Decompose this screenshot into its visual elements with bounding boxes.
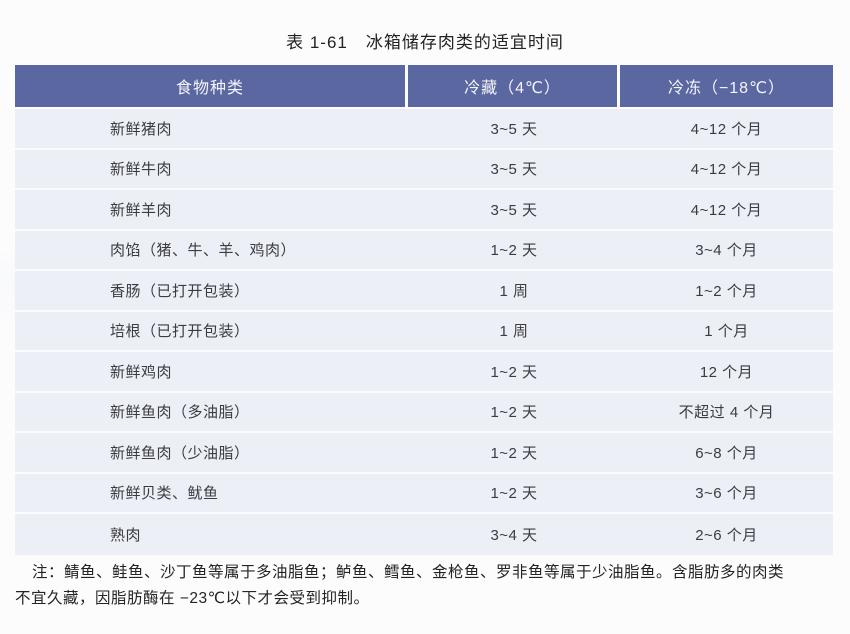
table-body: 新鲜猪肉 3~5 天 4~12 个月 新鲜牛肉 3~5 天 4~12 个月 新鲜… bbox=[15, 107, 833, 555]
cell-frozen: 6~8 个月 bbox=[695, 444, 758, 462]
table-row: 香肠（已打开包装） 1 周 1~2 个月 bbox=[15, 271, 833, 312]
cell-food: 新鲜羊肉 bbox=[110, 201, 173, 219]
column-header-food-type: 食物种类 bbox=[15, 65, 405, 107]
cell-food: 新鲜鱼肉（多油脂） bbox=[110, 404, 250, 422]
cell-food: 培根（已打开包装） bbox=[110, 323, 250, 341]
cell-frozen: 1~2 个月 bbox=[695, 282, 758, 300]
table-row: 新鲜羊肉 3~5 天 4~12 个月 bbox=[15, 190, 833, 231]
meat-storage-table: 食物种类 冷藏（4℃） 冷冻（−18℃） 新鲜猪肉 3~5 天 4~12 个月 … bbox=[15, 65, 833, 555]
cell-refrigerated: 1 周 bbox=[499, 323, 529, 341]
cell-frozen: 2~6 个月 bbox=[695, 526, 758, 544]
table-title: 表 1-61 冰箱储存肉类的适宜时间 bbox=[286, 33, 564, 52]
cell-refrigerated: 1~2 天 bbox=[490, 444, 538, 462]
table-row: 新鲜鱼肉（多油脂） 1~2 天 不超过 4 个月 bbox=[15, 392, 833, 433]
cell-frozen: 4~12 个月 bbox=[690, 201, 763, 219]
footnote-line-2: 不宜久藏，因脂肪酶在 −23℃以下才会受到抑制。 bbox=[15, 590, 370, 607]
table-row: 新鲜贝类、鱿鱼 1~2 天 3~6 个月 bbox=[15, 473, 833, 514]
footnote-line-1: 注：鲭鱼、鲑鱼、沙丁鱼等属于多油脂鱼；鲈鱼、鳕鱼、金枪鱼、罗非鱼等属于少油脂鱼。… bbox=[32, 564, 785, 581]
cell-refrigerated: 3~5 天 bbox=[490, 201, 538, 219]
cell-refrigerated: 1~2 天 bbox=[490, 242, 538, 260]
cell-food: 新鲜牛肉 bbox=[110, 161, 173, 179]
table-row: 新鲜牛肉 3~5 天 4~12 个月 bbox=[15, 149, 833, 190]
cell-frozen: 3~6 个月 bbox=[695, 485, 758, 503]
footnote: 注：鲭鱼、鲑鱼、沙丁鱼等属于多油脂鱼；鲈鱼、鳕鱼、金枪鱼、罗非鱼等属于少油脂鱼。… bbox=[15, 560, 833, 612]
table-header-row: 食物种类 冷藏（4℃） 冷冻（−18℃） bbox=[15, 65, 833, 107]
cell-food: 新鲜鸡肉 bbox=[110, 363, 173, 381]
table-row: 肉馅（猪、牛、羊、鸡肉） 1~2 天 3~4 个月 bbox=[15, 230, 833, 271]
column-header-refrigerated: 冷藏（4℃） bbox=[408, 65, 617, 107]
column-header-frozen: 冷冻（−18℃） bbox=[620, 65, 833, 107]
cell-refrigerated: 1~2 天 bbox=[490, 485, 538, 503]
cell-frozen: 3~4 个月 bbox=[695, 242, 758, 260]
cell-frozen: 不超过 4 个月 bbox=[678, 404, 775, 422]
cell-frozen: 4~12 个月 bbox=[690, 161, 763, 179]
cell-frozen: 1 个月 bbox=[704, 323, 749, 341]
table-row: 培根（已打开包装） 1 周 1 个月 bbox=[15, 311, 833, 352]
cell-refrigerated: 1 周 bbox=[499, 282, 529, 300]
table-row: 新鲜鸡肉 1~2 天 12 个月 bbox=[15, 352, 833, 393]
cell-refrigerated: 1~2 天 bbox=[490, 363, 538, 381]
cell-frozen: 12 个月 bbox=[699, 363, 754, 381]
cell-refrigerated: 3~5 天 bbox=[490, 120, 538, 138]
cell-refrigerated: 3~5 天 bbox=[490, 161, 538, 179]
table-row: 新鲜猪肉 3~5 天 4~12 个月 bbox=[15, 109, 833, 150]
cell-food: 香肠（已打开包装） bbox=[110, 282, 250, 300]
table-row: 新鲜鱼肉（少油脂） 1~2 天 6~8 个月 bbox=[15, 433, 833, 474]
cell-food: 肉馅（猪、牛、羊、鸡肉） bbox=[110, 242, 297, 260]
cell-food: 新鲜贝类、鱿鱼 bbox=[110, 485, 219, 503]
cell-frozen: 4~12 个月 bbox=[690, 120, 763, 138]
cell-refrigerated: 3~4 天 bbox=[490, 526, 538, 544]
cell-food: 新鲜鱼肉（少油脂） bbox=[110, 444, 250, 462]
cell-food: 熟肉 bbox=[110, 526, 142, 544]
cell-food: 新鲜猪肉 bbox=[110, 120, 173, 138]
cell-refrigerated: 1~2 天 bbox=[490, 404, 538, 422]
table-row: 熟肉 3~4 天 2~6 个月 bbox=[15, 514, 833, 555]
